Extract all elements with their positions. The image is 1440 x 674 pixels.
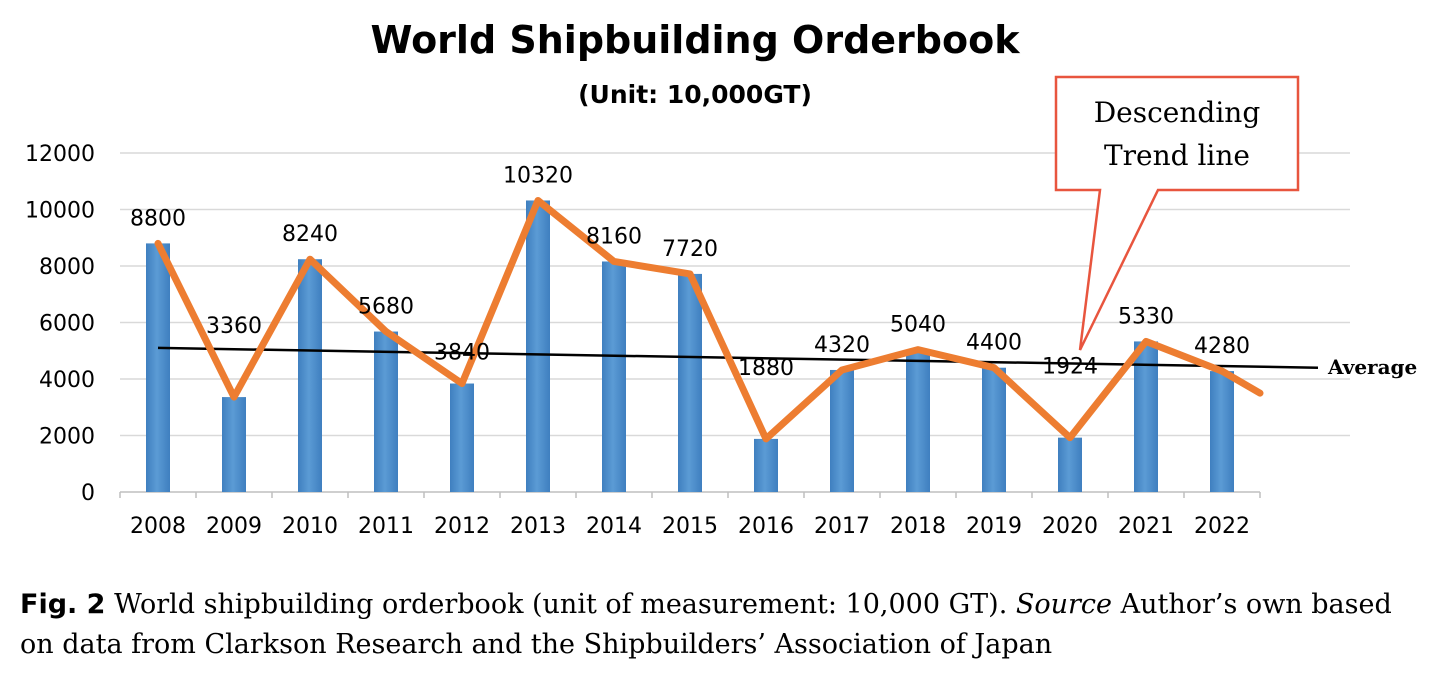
- data-label: 8240: [282, 222, 338, 247]
- series-line: [154, 196, 1264, 443]
- bar: [298, 259, 322, 492]
- x-tick-label: 2019: [966, 514, 1022, 539]
- x-tick-label: 2009: [206, 514, 262, 539]
- y-tick-label: 10000: [25, 199, 95, 224]
- bar: [1134, 341, 1158, 492]
- x-tick-label: 2018: [890, 514, 946, 539]
- y-tick-label: 8000: [39, 255, 95, 280]
- y-tick-label: 12000: [25, 142, 95, 167]
- y-tick-label: 2000: [39, 425, 95, 450]
- bar: [146, 243, 170, 492]
- chart-title: World Shipbuilding Orderbook: [370, 18, 1020, 62]
- data-label: 10320: [503, 163, 573, 188]
- x-tick-label: 2015: [662, 514, 718, 539]
- bar: [982, 367, 1006, 492]
- data-label: 5680: [358, 295, 414, 320]
- trend-line-label: Average: [1327, 355, 1417, 379]
- x-tick-label: 2020: [1042, 514, 1098, 539]
- callout-line-2: Trend line: [1103, 139, 1250, 172]
- trend-callout: Descending Trend line: [1056, 77, 1298, 190]
- bar: [830, 369, 854, 492]
- bar: [450, 383, 474, 492]
- bar: [754, 438, 778, 492]
- x-tick-label: 2014: [586, 514, 642, 539]
- data-label: 3360: [206, 314, 262, 339]
- data-label: 5330: [1118, 304, 1174, 329]
- chart-svg: 0 2000 4000 6000 8000 10000 12000 2008 2009 2010 2…: [25, 75, 1417, 539]
- figure-caption: Fig. 2 World shipbuilding orderbook (uni…: [20, 585, 1420, 665]
- bar: [526, 200, 550, 492]
- data-label: 5040: [890, 313, 946, 338]
- x-tick-label: 2012: [434, 514, 490, 539]
- caption-source-word: Source: [1015, 589, 1113, 620]
- data-label: 3840: [434, 341, 490, 366]
- data-label: 1880: [738, 356, 794, 381]
- x-tick-label: 2016: [738, 514, 794, 539]
- bar: [678, 273, 702, 492]
- bar: [1058, 437, 1082, 492]
- caption-text-after: Author’s own based on data from Clarkson…: [20, 589, 1392, 660]
- x-tick-label: 2011: [358, 514, 414, 539]
- x-tick-label: 2021: [1118, 514, 1174, 539]
- bar: [374, 331, 398, 492]
- callout-line-1: Descending: [1093, 96, 1261, 129]
- x-tick-label: 2013: [510, 514, 566, 539]
- bar: [222, 397, 246, 492]
- data-label: 4280: [1194, 334, 1250, 359]
- caption-text: World shipbuilding orderbook (unit of me…: [114, 589, 1008, 620]
- bar: [602, 261, 626, 492]
- bar: [1210, 371, 1234, 492]
- caption-fig-label: Fig. 2: [20, 589, 106, 620]
- x-tick-label: 2008: [130, 514, 186, 539]
- data-label: 7720: [662, 237, 718, 262]
- callout-box: [1054, 75, 1300, 351]
- y-tick-label: 4000: [39, 368, 95, 393]
- bar: [906, 349, 930, 492]
- data-label: 8160: [586, 224, 642, 249]
- y-tick-label: 6000: [39, 312, 95, 337]
- data-label: 1924: [1042, 355, 1098, 380]
- data-label: 4400: [966, 331, 1022, 356]
- x-tick-label: 2010: [282, 514, 338, 539]
- data-label: 4320: [814, 333, 870, 358]
- data-label: 8800: [130, 206, 186, 231]
- y-tick-label: 0: [81, 481, 95, 506]
- x-tick-label: 2017: [814, 514, 870, 539]
- chart-subtitle: (Unit: 10,000GT): [578, 80, 812, 109]
- x-tick-label: 2022: [1194, 514, 1250, 539]
